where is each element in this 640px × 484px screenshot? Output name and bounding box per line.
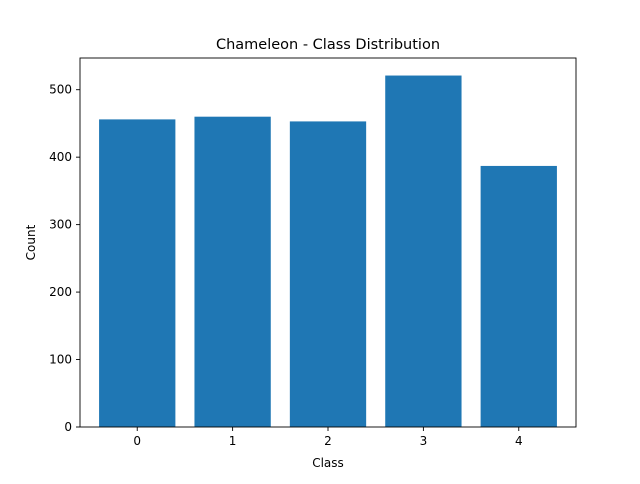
y-tick-label: 300 [49,218,72,232]
x-tick-label: 2 [324,434,332,448]
y-axis-ticks: 0 100 200 300 400 500 [49,83,80,434]
bar-class-2 [289,121,367,428]
bar-class-3 [385,75,462,427]
chart-title: Chameleon - Class Distribution [216,37,440,53]
bar-class-1 [194,116,271,428]
y-tick-label: 400 [49,150,72,164]
x-tick-label: 1 [229,434,237,448]
y-tick-label: 200 [49,285,72,299]
bar-class-0 [99,119,176,427]
y-tick-label: 0 [64,420,72,434]
x-tick-label: 3 [420,434,428,448]
x-axis-ticks: 0 1 2 3 4 [133,427,523,448]
x-axis-label: Class [312,456,344,470]
bar-class-4 [480,165,557,427]
x-tick-label: 4 [515,434,523,448]
x-tick-label: 0 [133,434,141,448]
y-tick-label: 100 [49,353,72,367]
y-axis-label: Count [24,224,38,260]
bars [99,75,557,428]
y-tick-label: 500 [49,83,72,97]
plot-frame [79,57,577,428]
